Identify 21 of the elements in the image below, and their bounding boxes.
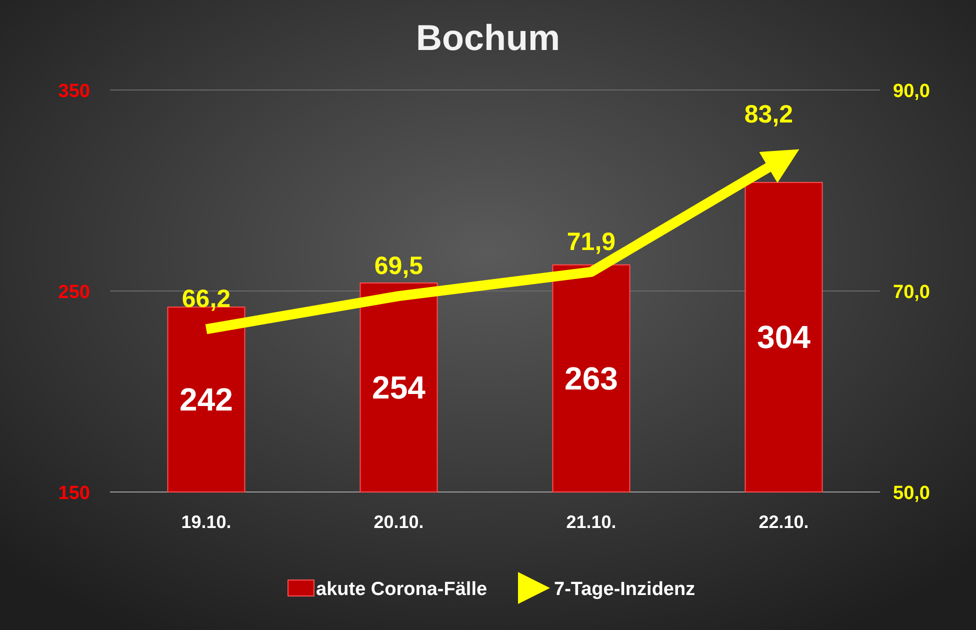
data-label: 71,9: [566, 228, 616, 256]
y2-tick-label: 70,0: [893, 282, 930, 303]
data-label: 83,2: [744, 100, 794, 128]
y-tick-label: 150: [58, 483, 90, 504]
y-tick-label: 350: [58, 81, 90, 102]
chart-title: Bochum: [416, 17, 560, 58]
x-tick-label: 22.10.: [758, 512, 809, 532]
x-tick-label: 19.10.: [181, 512, 232, 532]
legend-label: akute Corona-Fälle: [316, 579, 488, 600]
x-tick-label: 20.10.: [374, 512, 424, 532]
y-tick-label: 250: [58, 282, 90, 303]
legend-label: 7-Tage-Inzidenz: [554, 579, 696, 600]
data-label: 254: [372, 369, 426, 406]
data-label: 242: [180, 382, 233, 418]
data-label: 304: [757, 319, 811, 356]
data-label: 66,2: [182, 285, 231, 314]
y2-tick-label: 90,0: [893, 81, 930, 102]
data-label: 263: [564, 360, 618, 396]
y2-tick-label: 50,0: [893, 483, 930, 504]
x-tick-label: 21.10.: [566, 512, 616, 532]
data-label: 69,5: [374, 252, 424, 280]
